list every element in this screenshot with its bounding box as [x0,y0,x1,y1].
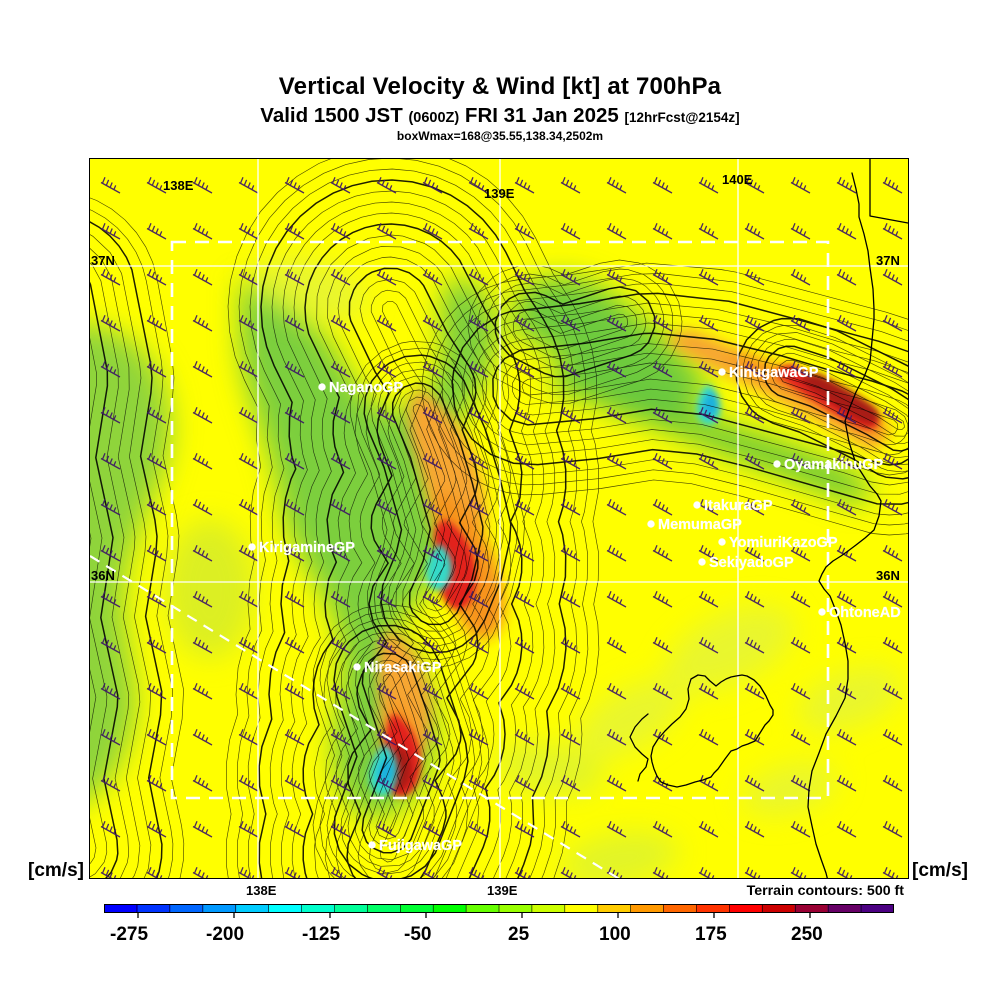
svg-text:ItakuraGP: ItakuraGP [704,498,773,514]
svg-text:OyamakinuGP: OyamakinuGP [784,457,883,473]
svg-text:MemumaGP: MemumaGP [658,517,742,533]
svg-text:KinugawaGP: KinugawaGP [729,365,819,381]
svg-text:KirigamineGP: KirigamineGP [259,540,355,556]
svg-text:SekiyadoGP: SekiyadoGP [709,555,794,571]
svg-text:FujigawaGP: FujigawaGP [379,838,462,854]
svg-text:OhtoneAD: OhtoneAD [829,605,901,621]
svg-text:NirasakiGP: NirasakiGP [364,660,442,676]
svg-text:NaganoGP: NaganoGP [329,380,403,396]
svg-text:YomiuriKazoGP: YomiuriKazoGP [729,535,838,551]
